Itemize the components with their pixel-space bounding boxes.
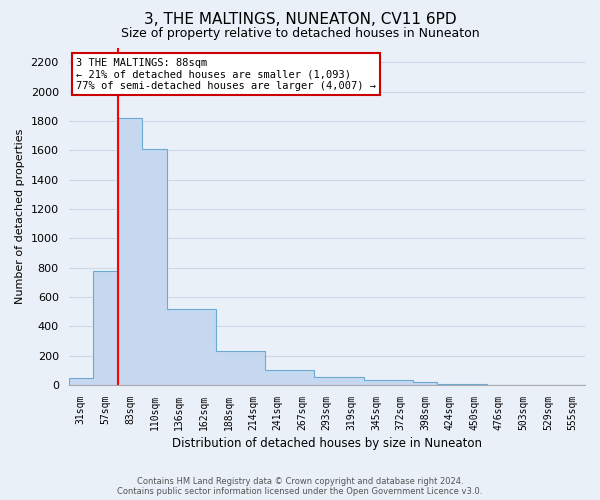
Text: Contains HM Land Registry data © Crown copyright and database right 2024.
Contai: Contains HM Land Registry data © Crown c… (118, 476, 482, 496)
Text: 3, THE MALTINGS, NUNEATON, CV11 6PD: 3, THE MALTINGS, NUNEATON, CV11 6PD (143, 12, 457, 28)
Text: 3 THE MALTINGS: 88sqm
← 21% of detached houses are smaller (1,093)
77% of semi-d: 3 THE MALTINGS: 88sqm ← 21% of detached … (76, 58, 376, 91)
Y-axis label: Number of detached properties: Number of detached properties (15, 128, 25, 304)
Text: Size of property relative to detached houses in Nuneaton: Size of property relative to detached ho… (121, 28, 479, 40)
X-axis label: Distribution of detached houses by size in Nuneaton: Distribution of detached houses by size … (172, 437, 482, 450)
